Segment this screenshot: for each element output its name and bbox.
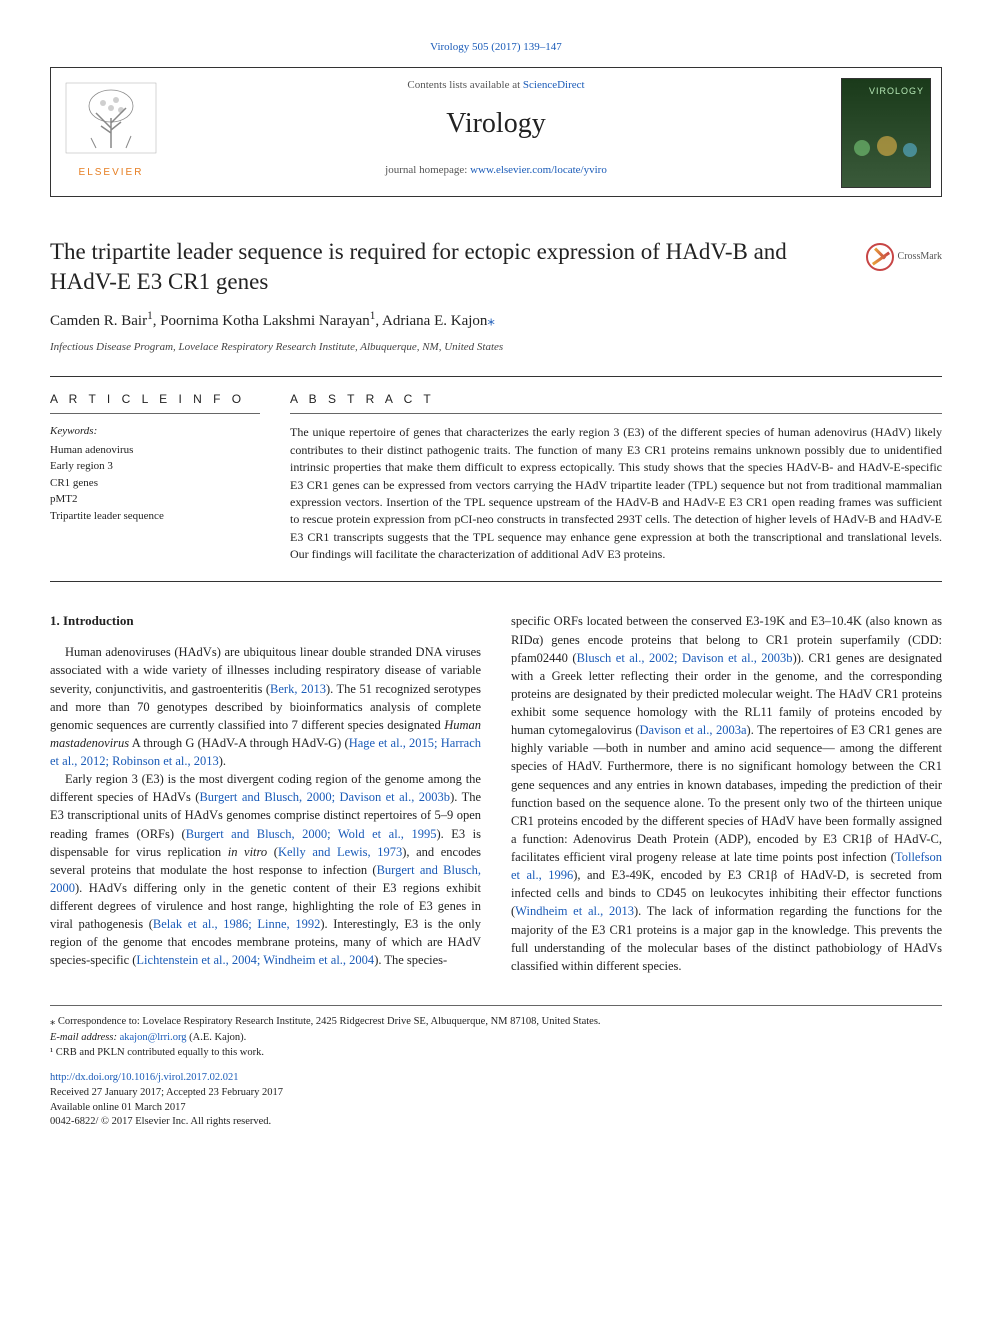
keywords-list: Human adenovirusEarly region 3CR1 genesp… xyxy=(50,442,260,525)
title-row: The tripartite leader sequence is requir… xyxy=(50,237,942,297)
header-center: Contents lists available at ScienceDirec… xyxy=(181,78,811,178)
equal-contribution-note: ¹ CRB and PKLN contributed equally to th… xyxy=(50,1045,942,1061)
article-info-heading: A R T I C L E I N F O xyxy=(50,391,260,415)
keyword-item: Early region 3 xyxy=(50,458,260,475)
crossmark-badge[interactable]: CrossMark xyxy=(866,243,942,271)
article-info-column: A R T I C L E I N F O Keywords: Human ad… xyxy=(50,391,260,564)
author-list: Camden R. Bair1, Poornima Kotha Lakshmi … xyxy=(50,309,942,332)
contents-prefix: Contents lists available at xyxy=(407,79,522,91)
email-label: E-mail address: xyxy=(50,1032,120,1043)
doi-block: http://dx.doi.org/10.1016/j.virol.2017.0… xyxy=(50,1071,942,1130)
article-footer: ⁎ Correspondence to: Lovelace Respirator… xyxy=(50,1005,942,1130)
article-body: 1. Introduction Human adenoviruses (HAdV… xyxy=(50,612,942,975)
intro-paragraph-3: specific ORFs located between the conser… xyxy=(511,612,942,975)
doi-link[interactable]: http://dx.doi.org/10.1016/j.virol.2017.0… xyxy=(50,1072,239,1083)
journal-header-box: ELSEVIER Contents lists available at Sci… xyxy=(50,67,942,197)
contents-list-line: Contents lists available at ScienceDirec… xyxy=(181,78,811,93)
keyword-item: pMT2 xyxy=(50,491,260,508)
received-date: Received 27 January 2017; Accepted 23 Fe… xyxy=(50,1087,283,1098)
cover-journal-name: VIROLOGY xyxy=(842,79,930,98)
intro-paragraph-2: Early region 3 (E3) is the most divergen… xyxy=(50,770,481,969)
author-affiliation: Infectious Disease Program, Lovelace Res… xyxy=(50,340,942,355)
article-title: The tripartite leader sequence is requir… xyxy=(50,237,866,297)
crossmark-icon xyxy=(866,243,894,271)
keyword-item: CR1 genes xyxy=(50,475,260,492)
elsevier-tree-icon xyxy=(61,78,161,158)
email-line: E-mail address: akajon@lrri.org (A.E. Ka… xyxy=(50,1030,942,1046)
cover-art-icon xyxy=(842,128,932,168)
keywords-label: Keywords: xyxy=(50,424,260,439)
abstract-text: The unique repertoire of genes that char… xyxy=(290,424,942,563)
journal-name: Virology xyxy=(181,104,811,143)
section-1-heading: 1. Introduction xyxy=(50,612,481,631)
body-column-left: 1. Introduction Human adenoviruses (HAdV… xyxy=(50,612,481,975)
corresponding-author-marker[interactable]: ⁎ xyxy=(487,313,495,329)
intro-paragraph-1: Human adenoviruses (HAdVs) are ubiquitou… xyxy=(50,643,481,770)
abstract-heading: A B S T R A C T xyxy=(290,391,942,415)
body-column-right: specific ORFs located between the conser… xyxy=(511,612,942,975)
info-abstract-section: A R T I C L E I N F O Keywords: Human ad… xyxy=(50,376,942,583)
publisher-logo: ELSEVIER xyxy=(61,78,161,188)
journal-citation-header: Virology 505 (2017) 139–147 xyxy=(50,40,942,55)
email-suffix: (A.E. Kajon). xyxy=(187,1032,247,1043)
crossmark-label: CrossMark xyxy=(898,250,942,264)
available-date: Available online 01 March 2017 xyxy=(50,1102,186,1113)
keyword-item: Tripartite leader sequence xyxy=(50,508,260,525)
correspondence-note: ⁎ Correspondence to: Lovelace Respirator… xyxy=(50,1014,942,1030)
journal-cover-thumbnail: VIROLOGY xyxy=(841,78,931,188)
homepage-prefix: journal homepage: xyxy=(385,164,470,176)
journal-homepage-line: journal homepage: www.elsevier.com/locat… xyxy=(181,163,811,178)
publisher-name: ELSEVIER xyxy=(61,166,161,180)
journal-homepage-link[interactable]: www.elsevier.com/locate/yviro xyxy=(470,164,607,176)
copyright-line: 0042-6822/ © 2017 Elsevier Inc. All righ… xyxy=(50,1116,271,1127)
authors-text: Camden R. Bair1, Poornima Kotha Lakshmi … xyxy=(50,313,487,329)
keyword-item: Human adenovirus xyxy=(50,442,260,459)
corresponding-email-link[interactable]: akajon@lrri.org xyxy=(120,1032,187,1043)
sciencedirect-link[interactable]: ScienceDirect xyxy=(523,79,585,91)
abstract-column: A B S T R A C T The unique repertoire of… xyxy=(290,391,942,564)
